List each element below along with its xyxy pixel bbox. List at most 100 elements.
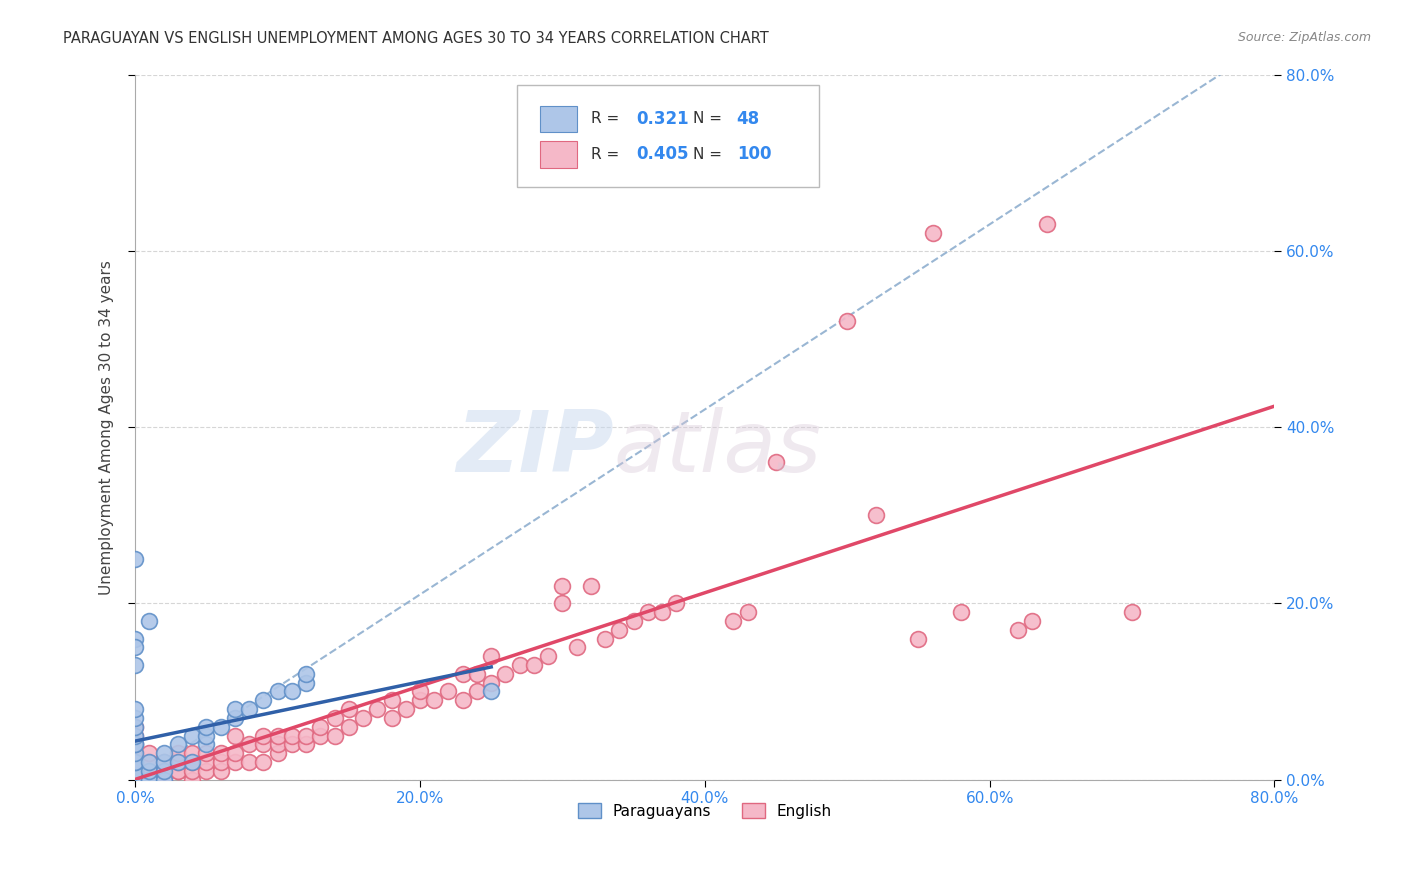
- Point: [124, 720, 146, 734]
- Point: [124, 772, 146, 787]
- Point: [266, 729, 288, 743]
- Point: [337, 702, 360, 716]
- Point: [124, 755, 146, 769]
- Text: 48: 48: [737, 110, 759, 128]
- Point: [124, 764, 146, 778]
- Point: [252, 729, 274, 743]
- Point: [138, 764, 160, 778]
- Point: [224, 702, 246, 716]
- Point: [152, 764, 174, 778]
- Point: [138, 755, 160, 769]
- Point: [167, 755, 190, 769]
- Point: [124, 720, 146, 734]
- Point: [665, 596, 688, 610]
- Point: [565, 640, 588, 655]
- Text: R =: R =: [591, 146, 624, 161]
- Point: [124, 632, 146, 646]
- Point: [124, 755, 146, 769]
- Point: [380, 711, 402, 725]
- Point: [637, 605, 659, 619]
- Point: [195, 720, 218, 734]
- Point: [195, 729, 218, 743]
- Point: [509, 658, 531, 673]
- Point: [238, 755, 260, 769]
- Text: 0.321: 0.321: [637, 110, 689, 128]
- Point: [451, 693, 474, 707]
- Point: [124, 552, 146, 566]
- Point: [124, 764, 146, 778]
- Point: [1007, 623, 1029, 637]
- Point: [651, 605, 673, 619]
- Point: [465, 666, 488, 681]
- Point: [195, 737, 218, 751]
- Point: [124, 737, 146, 751]
- Point: [551, 579, 574, 593]
- Point: [167, 746, 190, 760]
- Point: [124, 640, 146, 655]
- Point: [479, 675, 502, 690]
- Point: [238, 737, 260, 751]
- Point: [138, 764, 160, 778]
- Point: [266, 746, 288, 760]
- Text: R =: R =: [591, 112, 624, 127]
- Point: [152, 772, 174, 787]
- FancyBboxPatch shape: [517, 85, 818, 187]
- Point: [281, 684, 304, 698]
- Point: [124, 755, 146, 769]
- Point: [181, 755, 204, 769]
- Point: [380, 693, 402, 707]
- Point: [124, 764, 146, 778]
- Point: [224, 711, 246, 725]
- Point: [124, 772, 146, 787]
- Point: [124, 746, 146, 760]
- Point: [295, 737, 318, 751]
- Point: [124, 772, 146, 787]
- Point: [124, 772, 146, 787]
- Point: [281, 737, 304, 751]
- Point: [195, 755, 218, 769]
- Point: [1021, 614, 1043, 628]
- Point: [593, 632, 616, 646]
- Point: [950, 605, 973, 619]
- Point: [723, 614, 745, 628]
- Point: [209, 746, 232, 760]
- Point: [281, 729, 304, 743]
- Point: [124, 702, 146, 716]
- Point: [765, 455, 787, 469]
- Point: [138, 772, 160, 787]
- FancyBboxPatch shape: [540, 141, 578, 168]
- Point: [266, 684, 288, 698]
- Point: [209, 720, 232, 734]
- Point: [409, 693, 432, 707]
- Point: [138, 772, 160, 787]
- Point: [124, 772, 146, 787]
- Point: [309, 720, 332, 734]
- Text: 100: 100: [737, 145, 772, 163]
- Point: [124, 755, 146, 769]
- Point: [167, 755, 190, 769]
- Point: [152, 764, 174, 778]
- Point: [1121, 605, 1143, 619]
- Point: [124, 711, 146, 725]
- Point: [551, 596, 574, 610]
- Point: [181, 772, 204, 787]
- Point: [124, 746, 146, 760]
- Point: [195, 764, 218, 778]
- Point: [337, 720, 360, 734]
- Point: [295, 729, 318, 743]
- Text: atlas: atlas: [613, 407, 821, 490]
- Point: [1035, 218, 1057, 232]
- Point: [181, 764, 204, 778]
- Point: [537, 649, 560, 664]
- Point: [124, 764, 146, 778]
- Point: [451, 666, 474, 681]
- Point: [152, 772, 174, 787]
- Point: [366, 702, 388, 716]
- Point: [579, 579, 602, 593]
- Point: [138, 755, 160, 769]
- Point: [224, 729, 246, 743]
- Point: [124, 729, 146, 743]
- Point: [209, 764, 232, 778]
- Point: [124, 737, 146, 751]
- Point: [124, 737, 146, 751]
